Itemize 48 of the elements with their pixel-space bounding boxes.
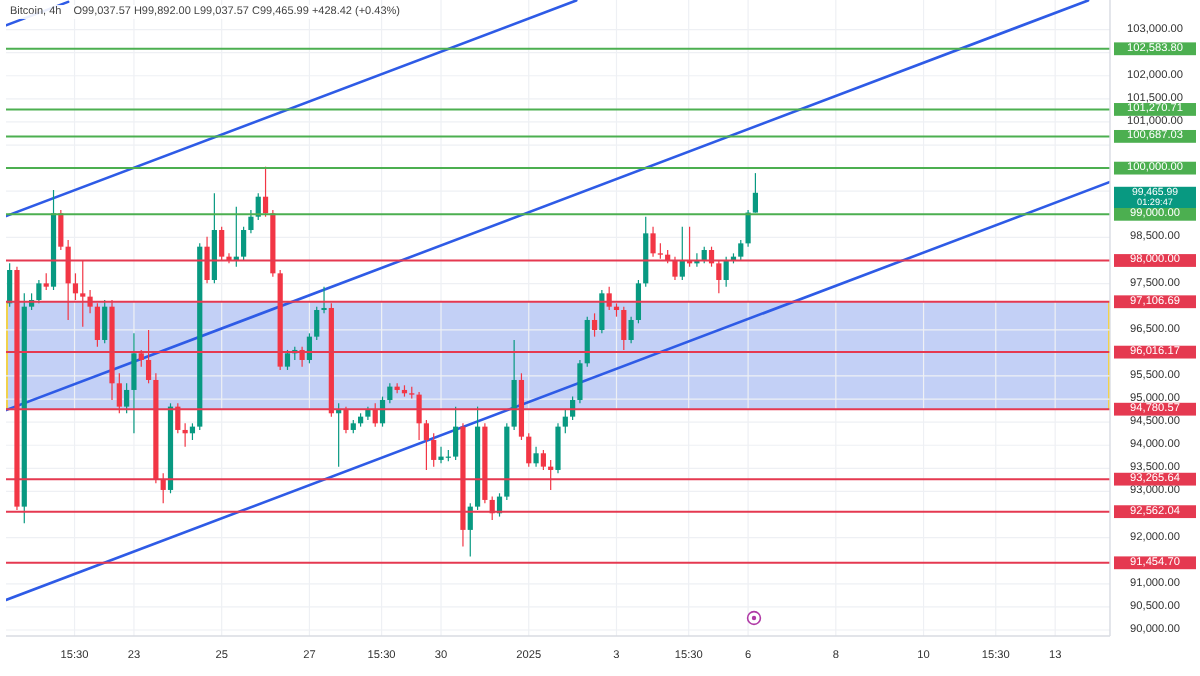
candlestick bbox=[372, 402, 378, 428]
candlestick bbox=[628, 316, 634, 344]
candlestick bbox=[241, 226, 247, 261]
candlestick bbox=[423, 419, 429, 471]
candlestick bbox=[102, 299, 108, 344]
candlestick bbox=[58, 209, 64, 251]
candlestick bbox=[453, 406, 459, 461]
candlestick bbox=[621, 306, 627, 351]
candlestick bbox=[160, 472, 166, 504]
candlestick bbox=[555, 422, 561, 474]
candlestick bbox=[72, 272, 79, 301]
candlestick bbox=[511, 339, 517, 431]
candlestick bbox=[387, 382, 393, 404]
candlestick bbox=[738, 239, 744, 261]
candlestick bbox=[7, 262, 13, 308]
candlestick bbox=[650, 226, 656, 258]
candlestick bbox=[584, 316, 590, 368]
candlestick bbox=[343, 406, 349, 434]
candlestick bbox=[431, 432, 437, 468]
candlestick bbox=[314, 306, 320, 341]
candlestick bbox=[533, 446, 539, 468]
candlestick bbox=[591, 312, 598, 338]
candlestick bbox=[262, 166, 269, 218]
candlestick bbox=[599, 289, 605, 334]
candlestick bbox=[131, 332, 137, 434]
candlestick bbox=[679, 226, 685, 281]
candlestick bbox=[219, 226, 225, 261]
candlestick bbox=[124, 382, 130, 414]
candlestick bbox=[321, 286, 327, 314]
candlestick bbox=[284, 349, 291, 371]
candlestick bbox=[526, 432, 532, 468]
candlestick bbox=[723, 256, 729, 288]
candlestick bbox=[438, 446, 444, 464]
candlestick bbox=[116, 372, 122, 414]
candlestick bbox=[540, 449, 546, 471]
candlestick bbox=[562, 409, 568, 434]
candlestick bbox=[745, 209, 751, 248]
candlestick bbox=[416, 391, 422, 441]
candlestick bbox=[204, 236, 210, 284]
candlestick bbox=[716, 259, 722, 294]
candlestick bbox=[672, 256, 678, 281]
candlestick bbox=[145, 329, 152, 384]
candlestick bbox=[94, 302, 100, 348]
candlestick bbox=[577, 359, 583, 404]
candlestick bbox=[248, 209, 254, 234]
candlestick bbox=[635, 279, 642, 324]
candlestick bbox=[80, 259, 86, 328]
candlestick bbox=[752, 172, 758, 214]
